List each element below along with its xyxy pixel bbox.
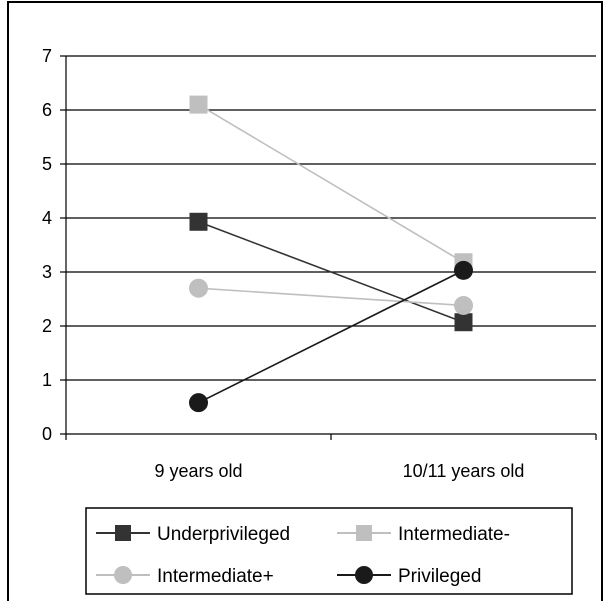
gridlines: [66, 55, 596, 381]
chart-frame: [7, 1, 603, 601]
y-tick-label-7: 7: [42, 46, 52, 66]
y-tick-label-1: 1: [42, 370, 52, 390]
y-tick-label-6: 6: [42, 100, 52, 120]
y-tick-label-2: 2: [42, 316, 52, 336]
point-intermediate-minus-0: [189, 95, 208, 114]
y-tick-label-0: 0: [42, 424, 52, 444]
legend-label-underprivileged: Underprivileged: [157, 524, 290, 545]
y-tick-label-5: 5: [42, 154, 52, 174]
legend-marker-intermediate-minus: [356, 525, 372, 541]
legend-item-underprivileged: Underprivileged: [96, 524, 290, 545]
series-line-intermediate-plus: [198, 287, 464, 307]
legend-label-intermediate-plus: Intermediate+: [157, 566, 274, 587]
legend-label-intermediate-minus: Intermediate-: [398, 524, 510, 545]
legend-marker-underprivileged: [115, 525, 131, 541]
axes: [60, 55, 597, 440]
point-privileged-1: [454, 260, 473, 280]
series-line-privileged: [198, 269, 464, 404]
legend-item-privileged: Privileged: [337, 566, 481, 587]
x-tick-label-0: 9 years old: [154, 461, 242, 481]
legend-marker-intermediate-plus: [114, 566, 132, 584]
point-privileged-0: [189, 393, 208, 413]
y-tick-label-3: 3: [42, 262, 52, 282]
legend: Underprivileged Intermediate- Intermedia…: [85, 507, 573, 595]
x-tick-label-1: 10/11 years old: [403, 461, 525, 481]
legend-label-privileged: Privileged: [398, 566, 481, 587]
point-intermediate-plus-0: [189, 278, 208, 298]
point-intermediate-plus-1: [454, 295, 473, 315]
legend-marker-privileged: [355, 566, 373, 584]
point-underprivileged-0: [189, 212, 208, 231]
series-layer: [189, 95, 473, 413]
x-axis-ticks: 9 years old 10/11 years old: [154, 461, 524, 481]
legend-box: [85, 507, 573, 595]
y-tick-label-4: 4: [42, 208, 52, 228]
series-line-intermediate-minus: [198, 103, 464, 263]
series-line-underprivileged: [198, 221, 464, 323]
legend-item-intermediate-plus: Intermediate+: [96, 566, 274, 587]
legend-item-intermediate-minus: Intermediate-: [337, 524, 510, 545]
point-underprivileged-1: [454, 313, 473, 332]
y-axis-ticks: 0 1 2 3 4 5 6 7: [42, 46, 52, 444]
